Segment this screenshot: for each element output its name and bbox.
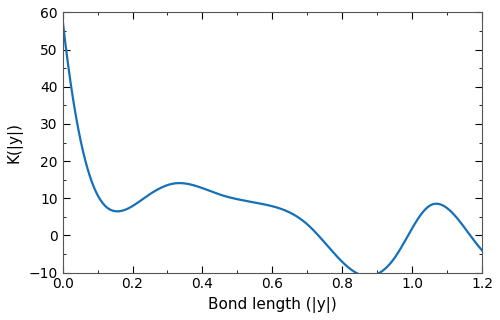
Y-axis label: K(|y|): K(|y|) [7,122,23,163]
X-axis label: Bond length (|y|): Bond length (|y|) [208,297,336,313]
